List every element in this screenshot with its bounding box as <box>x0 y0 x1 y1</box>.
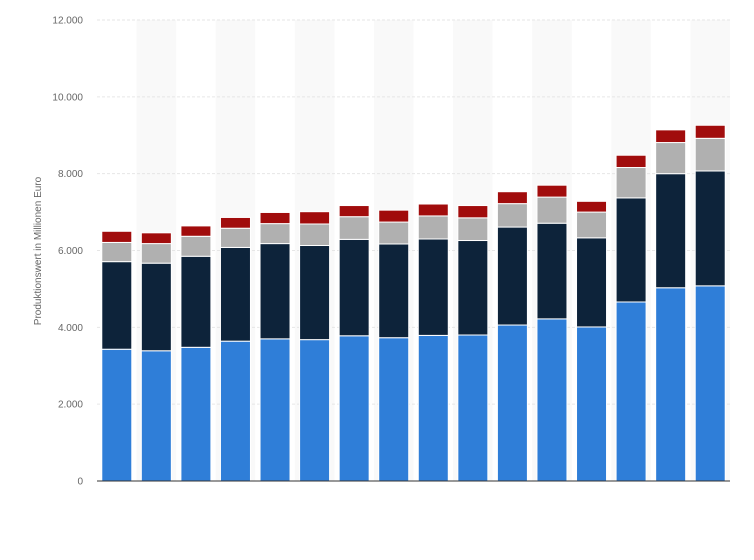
bar-segment-series-2 <box>457 240 489 336</box>
bar-segment-series-3 <box>536 196 568 224</box>
bar-segment-series-2 <box>180 255 212 348</box>
bar-segment-series-4 <box>299 211 331 225</box>
bar-segment-series-3 <box>576 211 608 239</box>
y-tick-label: 10.000 <box>52 92 83 103</box>
bar-segment-series-1 <box>496 324 528 482</box>
y-tick-label: 6.000 <box>58 246 83 257</box>
bar-segment-series-1 <box>576 326 608 482</box>
bar-segment-series-1 <box>536 318 568 482</box>
bar-segment-series-3 <box>101 241 133 263</box>
bar-segment-series-2 <box>417 238 449 336</box>
bar-segment-series-4 <box>496 191 528 205</box>
bar-segment-series-4 <box>417 203 449 217</box>
bar-segment-series-4 <box>101 230 133 243</box>
y-axis-ticks: 0 2.000 4.000 6.000 8.000 10.000 12.000 <box>52 16 83 488</box>
bar-segment-series-2 <box>536 222 568 320</box>
bar-segment-series-3 <box>417 215 449 240</box>
bar-segment-series-2 <box>496 226 528 326</box>
bar-segment-series-2 <box>140 262 172 352</box>
bar-segment-series-2 <box>338 238 370 337</box>
bar-segment-series-1 <box>615 301 647 482</box>
bar-segment-series-1 <box>219 340 251 482</box>
bar-segment-series-4 <box>180 225 212 237</box>
bar-segment-series-4 <box>536 184 568 198</box>
bar-segment-series-4 <box>219 216 251 229</box>
y-tick-label: 0 <box>77 477 83 488</box>
bars <box>101 124 726 482</box>
bar-segment-series-4 <box>259 211 291 225</box>
bar-segment-series-1 <box>378 337 410 482</box>
bar-segment-series-1 <box>140 350 172 482</box>
bar-segment-series-3 <box>259 223 291 245</box>
bar-segment-series-2 <box>219 246 251 342</box>
bar-segment-series-3 <box>219 227 251 248</box>
bar-segment-series-2 <box>576 237 608 328</box>
bar-segment-series-3 <box>378 221 410 245</box>
bar-segment-series-1 <box>655 287 687 482</box>
bar-segment-series-1 <box>694 285 726 482</box>
bar-segment-series-1 <box>299 339 331 482</box>
bar-segment-series-4 <box>140 232 172 245</box>
bar-segment-series-3 <box>496 203 528 228</box>
bar-segment-series-4 <box>378 209 410 223</box>
y-tick-label: 4.000 <box>58 323 83 334</box>
bar-segment-series-2 <box>259 243 291 340</box>
bar-segment-series-4 <box>615 154 647 169</box>
bar-segment-series-2 <box>694 170 726 287</box>
bar-segment-series-3 <box>457 217 489 242</box>
bar-segment-series-1 <box>338 335 370 482</box>
y-axis-title: Produktionswert in Millionen Euro <box>33 176 44 325</box>
bar-segment-series-3 <box>615 167 647 199</box>
bar-segment-series-4 <box>338 205 370 218</box>
bar-segment-series-2 <box>101 261 133 350</box>
bar-segment-series-1 <box>180 346 212 482</box>
y-tick-label: 2.000 <box>58 400 83 411</box>
bar-segment-series-3 <box>338 216 370 240</box>
bar-segment-series-2 <box>299 245 331 341</box>
bar-segment-series-1 <box>457 334 489 482</box>
bar-segment-series-4 <box>694 124 726 139</box>
bar-segment-series-2 <box>378 243 410 339</box>
bar-segment-series-3 <box>180 235 212 257</box>
bar-segment-series-3 <box>299 223 331 247</box>
bar-segment-series-1 <box>259 338 291 482</box>
bar-segment-series-4 <box>457 205 489 219</box>
bar-segment-series-2 <box>655 173 687 289</box>
bar-segment-series-4 <box>655 129 687 144</box>
y-tick-label: 8.000 <box>58 169 83 180</box>
bar-segment-series-3 <box>655 142 687 175</box>
bar-segment-series-2 <box>615 197 647 303</box>
bar-segment-series-1 <box>101 348 133 482</box>
bar-segment-series-3 <box>694 137 726 172</box>
y-tick-label: 12.000 <box>52 16 83 27</box>
bar-segment-series-3 <box>140 243 172 264</box>
bar-segment-series-4 <box>576 200 608 213</box>
bar-segment-series-1 <box>417 334 449 482</box>
